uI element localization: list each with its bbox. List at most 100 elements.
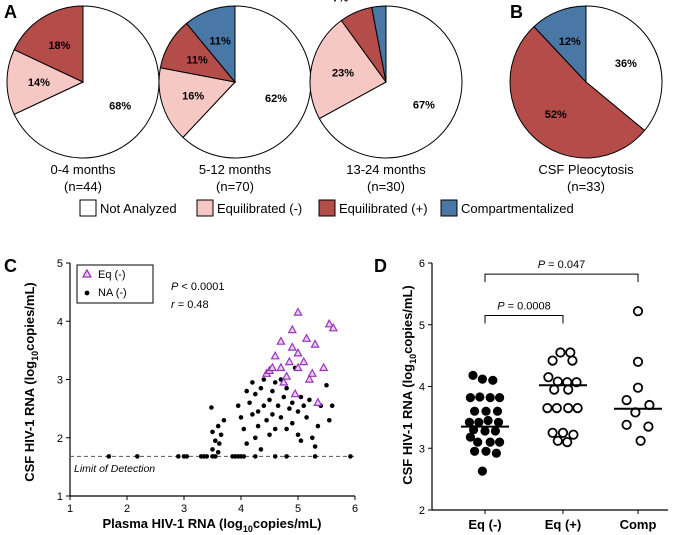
category-label-eq: Eq (-) xyxy=(468,517,501,532)
data-point-eq xyxy=(555,347,566,358)
pie-chart-0-4-months: 0-4 months (n=44) 68% 14% 18% xyxy=(6,5,160,194)
data-point-na-neg xyxy=(298,394,304,400)
significance-p-value: P = 0.047 xyxy=(538,259,585,271)
y-tick-label-c: 4 xyxy=(57,316,63,328)
legend-marker-eq-neg xyxy=(81,268,93,278)
data-point-eq xyxy=(542,402,553,414)
data-point-eq xyxy=(485,393,495,403)
pie-slice-label: 14% xyxy=(28,77,50,89)
significance-p-value: P = 0.0008 xyxy=(497,300,551,312)
data-point-eq xyxy=(465,432,475,442)
data-point-na-neg xyxy=(272,454,278,459)
pie-slice-eq-neg xyxy=(158,67,236,139)
data-point-na-neg xyxy=(258,385,264,391)
pie-subtitle: (n=30) xyxy=(367,179,405,194)
y-tick-label-d: 6 xyxy=(419,258,425,270)
y-axis-label-d: CSF HIV-1 RNA (log10copies/mL) xyxy=(400,285,418,485)
data-point-eq-neg xyxy=(324,318,334,328)
data-point-na-neg xyxy=(244,388,249,394)
x-tick-label-c: 4 xyxy=(238,503,244,515)
category-label-eq: Eq (+) xyxy=(545,517,581,532)
data-point-na-neg xyxy=(267,432,272,438)
significance-bracket xyxy=(484,273,639,283)
data-point-na-neg xyxy=(295,432,301,438)
pie-subtitle: (n=33) xyxy=(567,179,605,194)
data-point-eq xyxy=(557,427,569,438)
data-point-na-neg xyxy=(261,377,267,382)
pie-slice-label: 36% xyxy=(615,58,637,70)
data-point-na-neg xyxy=(284,426,289,432)
data-point-eq-neg xyxy=(304,374,315,383)
data-point-eq xyxy=(473,437,483,447)
significance-bracket xyxy=(484,314,564,324)
data-point-na-neg xyxy=(215,423,221,429)
x-tick-label-c: 6 xyxy=(352,503,358,515)
data-point-na-neg xyxy=(218,432,224,438)
data-point-eq xyxy=(488,375,498,385)
panel-label-b: B xyxy=(510,2,523,22)
data-point-na-neg xyxy=(307,397,312,403)
data-point-eq xyxy=(543,372,554,383)
data-point-na-neg xyxy=(295,409,301,414)
data-point-eq-neg xyxy=(287,342,297,351)
y-tick-label-c: 1 xyxy=(57,491,63,503)
data-point-na-neg xyxy=(270,388,275,394)
data-point-na-neg xyxy=(241,454,247,459)
x-tick-label-c: 1 xyxy=(67,503,73,515)
data-point-comp xyxy=(643,421,654,432)
pie-slice-label: 11% xyxy=(209,36,231,48)
data-point-eq xyxy=(563,384,574,395)
legend-label-not-analyzed: Not Analyzed xyxy=(100,201,177,216)
pie-subtitle: (n=70) xyxy=(216,179,254,194)
legend-swatch-not-analyzed xyxy=(79,199,97,217)
data-point-eq xyxy=(481,406,491,416)
data-point-na-neg xyxy=(210,429,215,435)
data-point-na-neg xyxy=(267,397,272,403)
x-tick-label-c: 5 xyxy=(295,503,301,515)
data-point-na-neg xyxy=(238,415,244,420)
data-point-eq-neg xyxy=(293,348,303,357)
data-point-eq xyxy=(468,370,478,380)
x-axis-label-c: Plasma HIV-1 RNA (log10copies/mL) xyxy=(102,516,321,534)
category-label-comp: Comp xyxy=(620,517,657,532)
data-point-na-neg xyxy=(250,412,255,417)
data-point-na-neg xyxy=(304,415,309,420)
pie-title: 0-4 months xyxy=(50,162,116,177)
data-point-eq xyxy=(477,466,487,476)
data-point-eq-neg xyxy=(287,324,297,334)
data-point-eq-neg xyxy=(301,333,312,342)
data-point-eq-neg xyxy=(293,307,303,316)
pie-chart-13-24-months: 13-24 months (n=30) 67%23%7%3% xyxy=(309,0,463,194)
pie-title: CSF Pleocytosis xyxy=(538,162,634,177)
data-point-comp xyxy=(635,435,646,446)
pie-slice-eq-neg xyxy=(309,19,387,120)
legend-label-eq-neg: Equilibrated (-) xyxy=(217,201,302,216)
data-point-eq-neg xyxy=(328,322,338,332)
data-point-comp xyxy=(632,356,644,367)
data-point-eq xyxy=(470,446,480,456)
data-point-eq xyxy=(567,355,578,366)
pie-slice-label: 23% xyxy=(332,67,354,79)
legend: Not Analyzed Equilibrated (-) Equilibrat… xyxy=(79,199,574,217)
data-point-na-neg xyxy=(253,391,258,397)
data-point-comp xyxy=(621,419,632,430)
data-point-comp xyxy=(632,306,644,317)
scatter-plot-d: CSF HIV-1 RNA (log10copies/mL) 2 3 4 5 6 Eq (… xyxy=(400,258,668,532)
pie-slice-label: 11% xyxy=(186,55,208,67)
data-point-eq xyxy=(464,417,474,427)
y-tick-label-d: 4 xyxy=(419,382,425,394)
pie-slice-not-analyzed xyxy=(585,5,663,132)
panel-label-a: A xyxy=(4,2,17,22)
data-point-eq-neg xyxy=(281,371,292,380)
y-tick-label-d: 2 xyxy=(419,505,425,517)
y-tick-label-c: 3 xyxy=(57,375,63,387)
legend-label-c-na-neg: NA (-) xyxy=(98,287,127,299)
data-point-eq xyxy=(475,392,485,402)
x-tick-label-c: 2 xyxy=(124,503,130,515)
data-point-na-neg xyxy=(327,418,332,423)
data-point-na-neg xyxy=(301,403,307,409)
pie-slice-comp xyxy=(185,5,236,84)
data-point-eq xyxy=(568,429,579,440)
data-point-eq xyxy=(477,374,487,384)
